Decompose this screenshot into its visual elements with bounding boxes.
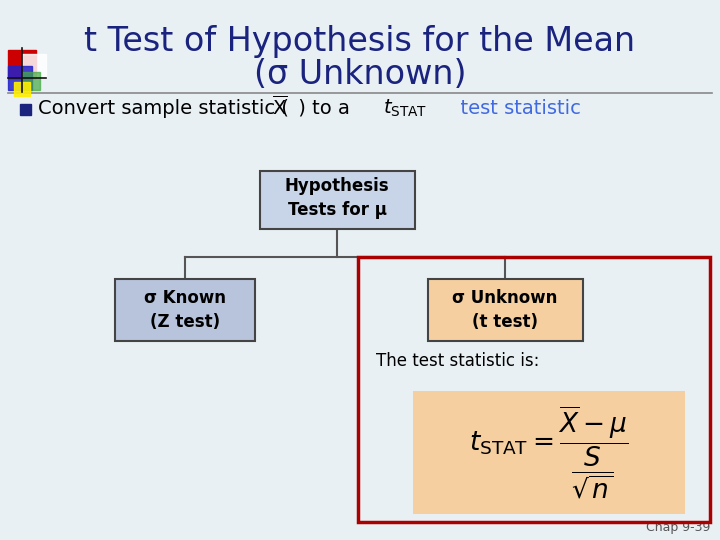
Text: The test statistic is:: The test statistic is: <box>376 352 539 370</box>
Bar <box>22 54 46 78</box>
Text: (σ Unknown): (σ Unknown) <box>253 58 467 91</box>
Bar <box>8 50 36 78</box>
FancyBboxPatch shape <box>413 391 685 514</box>
Text: Convert sample statistic (: Convert sample statistic ( <box>38 98 302 118</box>
Text: σ Known
(Z test): σ Known (Z test) <box>144 289 226 331</box>
Text: Hypothesis
Tests for μ: Hypothesis Tests for μ <box>284 177 390 219</box>
FancyBboxPatch shape <box>428 279 582 341</box>
Bar <box>22 72 40 90</box>
Bar <box>20 104 31 115</box>
Text: $t_{\mathrm{STAT}} = \dfrac{\overline{X} - \mu}{\dfrac{S}{\sqrt{n}}}$: $t_{\mathrm{STAT}} = \dfrac{\overline{X}… <box>469 404 629 501</box>
Text: $\mathdefault{\overline{X}}$: $\mathdefault{\overline{X}}$ <box>272 95 288 119</box>
Text: Chap 9-39: Chap 9-39 <box>646 521 710 534</box>
Bar <box>8 66 32 90</box>
Text: ) to a: ) to a <box>292 98 362 118</box>
FancyBboxPatch shape <box>115 279 255 341</box>
Text: test statistic: test statistic <box>448 98 581 118</box>
Text: $t_{\mathrm{STAT}}$: $t_{\mathrm{STAT}}$ <box>383 97 428 119</box>
Text: σ Unknown
(t test): σ Unknown (t test) <box>452 289 558 331</box>
Text: t Test of Hypothesis for the Mean: t Test of Hypothesis for the Mean <box>84 25 636 58</box>
Bar <box>14 82 30 96</box>
FancyBboxPatch shape <box>259 171 415 229</box>
